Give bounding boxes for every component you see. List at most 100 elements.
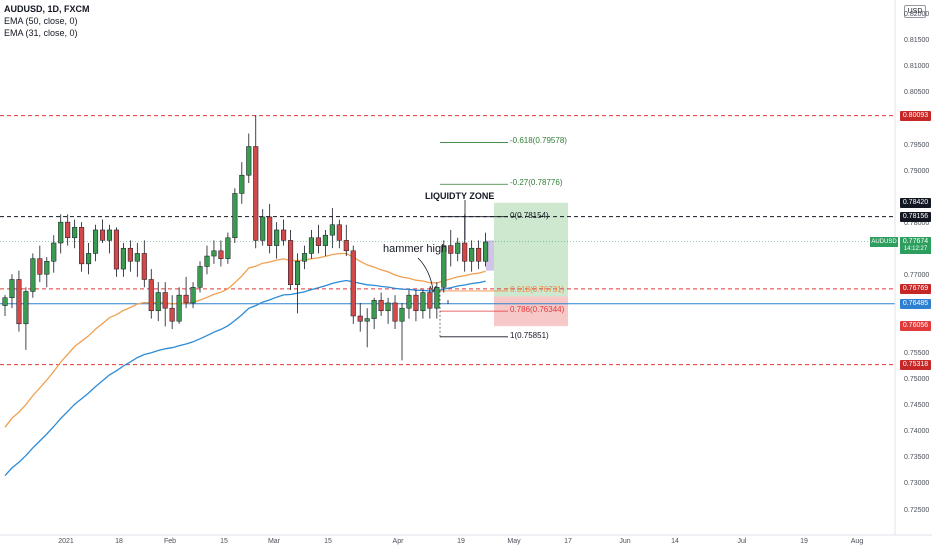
time-tick: Aug [850,538,864,545]
candle-body [169,307,175,322]
candle-body [294,260,301,285]
currency-button[interactable]: USD [904,5,926,18]
candle-body [329,224,335,236]
candle-body [190,287,196,304]
hammer-arrow [417,257,434,291]
candle-body [322,234,328,246]
candle-body [72,227,78,239]
current-symbol-tag: AUDUSD [870,236,898,247]
candle-body [37,258,43,275]
candle-body [343,240,349,252]
candle-body [127,247,133,262]
fib-level-label: 0(0.78154) [510,210,549,220]
candle-body [308,237,315,254]
candle-body [267,216,273,246]
price-tick: 0.72500 [904,506,930,514]
candle-body [106,229,113,241]
candle-body [211,250,217,257]
candle-body [51,242,57,262]
candle-body [183,294,189,304]
price-tag: 0.75318 [900,359,931,370]
time-tick: 17 [564,538,572,545]
price-tag: 0.78156 [900,211,931,222]
candle-body [23,291,29,325]
candle-body [155,292,161,312]
countdown: 14:12:27 [903,245,928,252]
candle-body [232,193,238,239]
candle-body [16,279,22,325]
price-tick: 0.73000 [904,480,930,488]
candle-body [448,245,454,254]
price-tick: 0.75000 [904,376,930,384]
price-tick: 0.77000 [904,271,930,279]
candle-body [2,297,8,306]
candle-body [371,300,377,319]
candle-body [79,227,85,265]
candle-body [148,279,154,312]
candle-body [476,247,482,262]
time-tick: 15 [324,538,332,545]
fib-level-label: 1(0.75851) [510,330,549,340]
candle-body [274,229,280,246]
candle-body [9,279,15,298]
fib-level-label: -0.618(0.79578) [510,136,567,146]
chart-legend: AUDUSD, 1D, FXCM EMA (50, close, 0) EMA … [4,3,90,39]
candle-body [239,174,245,194]
time-tick: 14 [671,538,679,545]
candle-body [162,292,168,309]
price-tick: 0.81500 [904,37,930,45]
candle-body [301,253,308,262]
candle-body [357,315,363,322]
candle-body [134,253,140,262]
time-tick: 15 [220,538,228,545]
target-zone [494,202,568,297]
price-tick: 0.80500 [904,89,930,97]
symbol-label[interactable]: AUDUSD, 1D, FXCM [4,4,90,14]
candle-body [336,224,342,241]
candle-body [455,242,461,254]
price-tick: 0.75500 [904,350,930,358]
price-tag: 0.76056 [900,321,931,332]
current-price-value: 0.77674 [902,237,929,245]
time-tick: Apr [392,538,404,545]
time-tick: Jun [619,538,631,545]
candle-body [176,294,182,322]
time-tick: 2021 [58,538,74,545]
candle-body [204,255,210,267]
hammer-high-label: hammer high [383,243,448,255]
candle-body [197,266,203,288]
candle-body [427,292,433,309]
candle-body [218,250,224,259]
candle-body [315,237,321,246]
current-price-tag: 0.77674 14:12:27 [900,236,931,254]
ema-50-line [4,279,486,477]
candle-body [364,318,370,322]
candle-body [350,250,356,317]
ema-50-label[interactable]: EMA (50, close, 0) [4,16,78,26]
candle-body [281,229,287,241]
candle-body [120,247,126,270]
hammer-arrowhead [429,285,437,293]
candle-body [385,302,391,312]
time-tick: Feb [163,538,177,545]
candle-body [246,146,252,176]
candle-body [113,229,119,270]
candle-body [392,302,398,322]
price-tag: 0.76769 [900,283,931,294]
liquidity-zone-label: LIQUIDTY ZONE [425,191,495,201]
candle-body [99,229,106,241]
price-tick: 0.74500 [904,402,930,410]
candle-body [434,287,440,309]
price-tag: 0.78420 [900,197,931,208]
ema-31-label[interactable]: EMA (31, close, 0) [4,28,78,38]
candle-body [441,245,447,288]
time-tick: May [507,538,521,545]
candle-body [483,241,489,262]
candle-body [288,240,294,285]
candle-body [225,237,231,259]
candle-body [253,146,259,241]
candle-body [86,253,92,265]
price-tick: 0.81000 [904,63,930,71]
candle-body [462,242,468,262]
